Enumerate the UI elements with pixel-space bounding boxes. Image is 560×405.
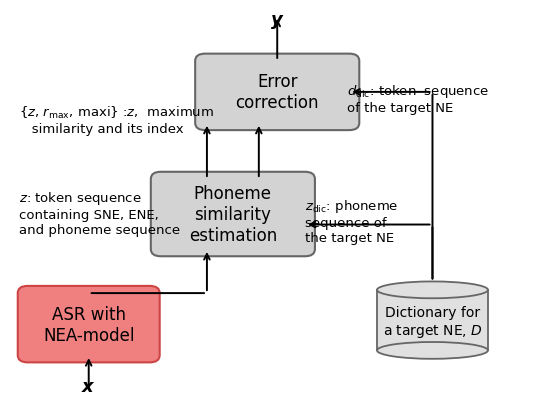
Text: {$z$, $r_{\mathrm{max}}$, maxi} :$z$,  maximum
   similarity and its index: {$z$, $r_{\mathrm{max}}$, maxi} :$z$, ma…	[20, 105, 214, 136]
Ellipse shape	[377, 282, 488, 298]
Text: Error
correction: Error correction	[235, 73, 319, 112]
Text: Phoneme
similarity
estimation: Phoneme similarity estimation	[189, 185, 277, 244]
Text: $\boldsymbol{x}$: $\boldsymbol{x}$	[81, 377, 96, 395]
Ellipse shape	[377, 342, 488, 359]
Text: $z_{\mathrm{dic}}$: phoneme
sequence of
the target NE: $z_{\mathrm{dic}}$: phoneme sequence of …	[305, 197, 398, 244]
Polygon shape	[377, 290, 488, 351]
FancyBboxPatch shape	[151, 173, 315, 257]
Text: $\boldsymbol{y}$: $\boldsymbol{y}$	[270, 13, 284, 31]
Text: $z$: token sequence
containing SNE, ENE,
and phoneme sequence: $z$: token sequence containing SNE, ENE,…	[20, 189, 180, 236]
Text: Dictionary for
a target NE, $D$: Dictionary for a target NE, $D$	[382, 306, 482, 339]
Text: $d_{\mathrm{dic}}$: token  sequence
of the target NE: $d_{\mathrm{dic}}$: token sequence of th…	[347, 83, 489, 115]
FancyBboxPatch shape	[195, 55, 360, 131]
FancyBboxPatch shape	[18, 286, 160, 362]
Text: ASR with
NEA-model: ASR with NEA-model	[43, 305, 134, 344]
